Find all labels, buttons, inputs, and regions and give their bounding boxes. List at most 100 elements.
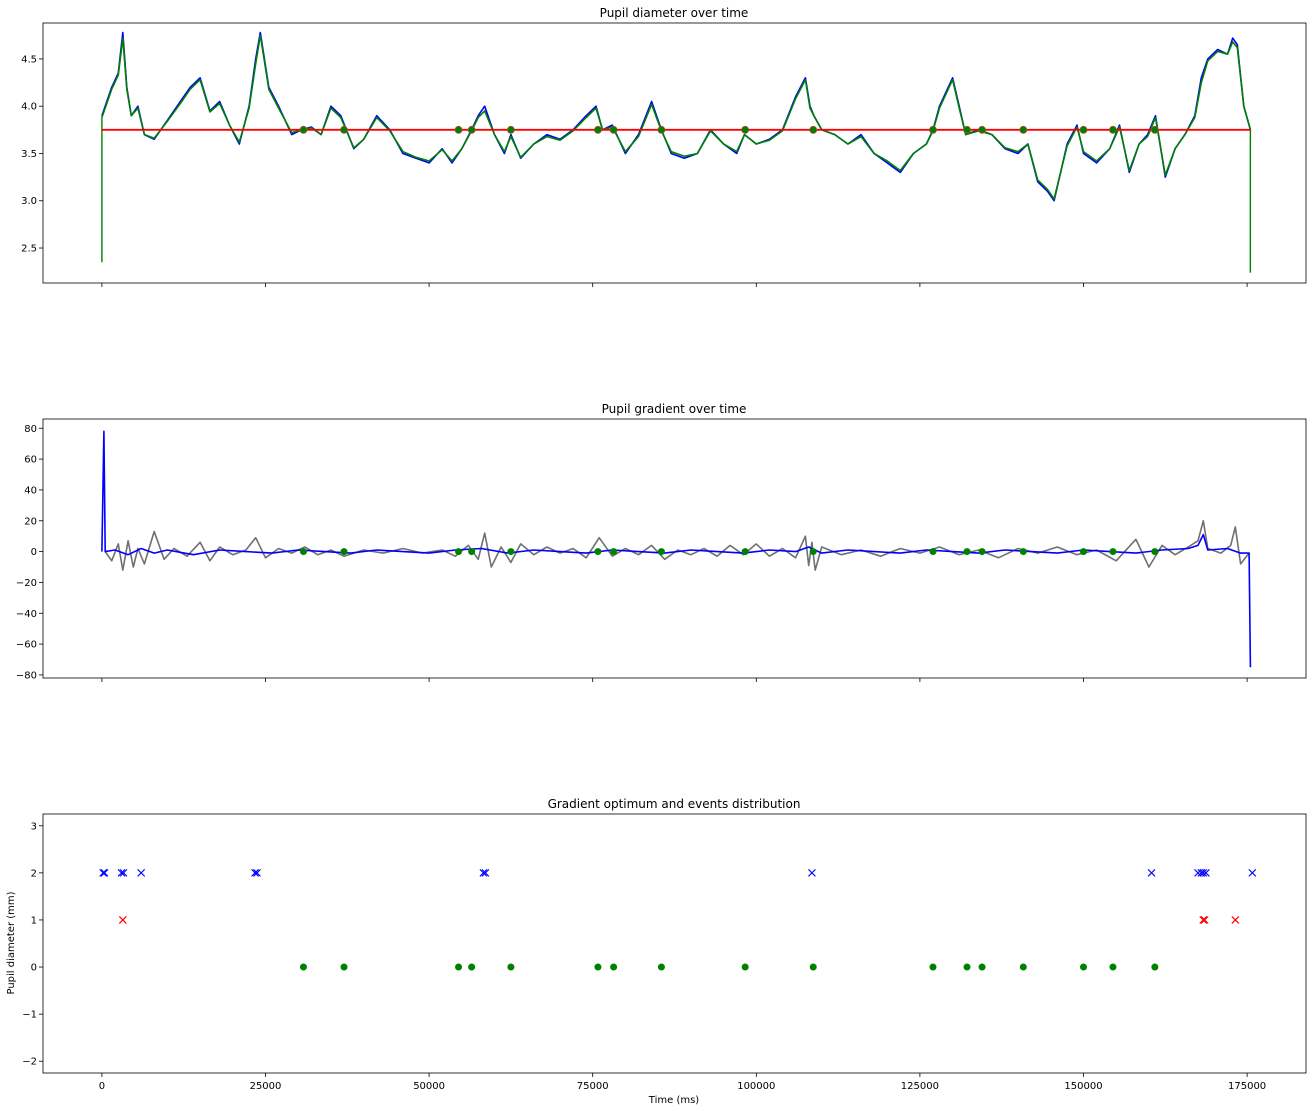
panel-events-distribution: Gradient optimum and events distribution… [6, 797, 1307, 1106]
optimum-point [506, 125, 515, 134]
y-tick-label: 4.0 [21, 102, 37, 113]
optimum-point [657, 125, 666, 134]
scatter-point-x [253, 868, 261, 877]
series-line-smoothed-gradient [101, 430, 1252, 668]
scatter-point-dot [594, 963, 602, 971]
series-line-raw [101, 31, 1252, 202]
optimum-point [594, 548, 602, 556]
scatter-point-dot [468, 963, 476, 971]
axes-frame-2 [42, 418, 1307, 679]
panel-pupil-gradient: Pupil gradient over time −80 −60 −40 −20 0 20… [16, 402, 1307, 682]
scatter-point-dot [963, 963, 971, 971]
optimum-point [963, 548, 971, 556]
x-tick-label: 125000 [901, 1081, 939, 1092]
scatter-point-x [1231, 916, 1240, 924]
scatter-point-x [1201, 868, 1210, 877]
panel-pupil-diameter: Pupil diameter over time 2.5 3.0 3.5 4.0 4.5 [21, 6, 1307, 287]
scatter-point-dot [929, 963, 937, 971]
scatter-point-x [808, 868, 816, 877]
optimum-point [455, 548, 463, 556]
x-tick-label: 25000 [250, 1081, 282, 1092]
scatter-point-x [100, 868, 109, 877]
y-tick-label: 1 [31, 915, 37, 926]
scatter-point-x [117, 868, 126, 877]
optimum-point [1151, 548, 1159, 556]
y-tick-label: −60 [16, 640, 37, 651]
y-tick-label: −40 [16, 609, 37, 620]
y-tick-label: −80 [16, 670, 37, 681]
scatter-point-dot [1109, 963, 1117, 971]
optimum-point [299, 548, 307, 556]
y-tick-label: 0 [31, 547, 37, 558]
scatter-point-dot [340, 963, 348, 971]
optimum-point [929, 125, 937, 134]
scatter-point-x [479, 868, 488, 877]
y-tick-label: −20 [16, 578, 37, 589]
y-tick-label: 3.5 [21, 149, 37, 160]
scatter-point-dot [657, 963, 665, 971]
x-tick-label: 75000 [577, 1081, 609, 1092]
scatter-point-dot [1019, 963, 1027, 971]
series-line-smoothed [101, 34, 1252, 200]
optimum-point [1109, 125, 1117, 134]
optimum-point [299, 125, 308, 134]
y-tick-label: −2 [22, 1057, 37, 1068]
chart-title-1: Pupil diameter over time [600, 6, 749, 20]
scatter-point-x [251, 868, 259, 877]
optimum-point [809, 125, 818, 134]
scatter-point-dot [299, 963, 307, 971]
scatter-point-dot [1080, 963, 1088, 971]
y-tick-label: 80 [24, 424, 37, 435]
optimum-point [809, 548, 817, 556]
optimum-point [1019, 548, 1027, 556]
scatter-point-x [1199, 916, 1208, 924]
optimum-point [340, 548, 348, 556]
optimum-point [610, 548, 618, 556]
optimum-point [507, 548, 515, 556]
scatter-point-dot [978, 963, 986, 971]
x-tick-label: 100000 [737, 1081, 775, 1092]
scatter-point-dot [809, 963, 817, 971]
scatter-point-x [1147, 868, 1156, 877]
scatter-point-dot [507, 963, 515, 971]
scatter-point-dot [741, 963, 749, 971]
y-tick-label: 3.0 [21, 196, 37, 207]
optimum-point [741, 125, 750, 134]
x-tick-label: 0 [99, 1081, 105, 1092]
y-tick-label: 40 [24, 485, 37, 496]
optimum-point [657, 548, 665, 556]
optimum-point [609, 125, 618, 134]
optimum-point [1109, 548, 1117, 556]
scatter-point-x [137, 868, 146, 877]
optimum-point [1080, 548, 1088, 556]
scatter-point-x [1199, 868, 1208, 877]
optimum-point [1019, 125, 1028, 134]
scatter-point-dot [455, 963, 463, 971]
axes-frame-1 [42, 22, 1307, 284]
y-tick-label: 20 [24, 516, 37, 527]
y-tick-label: −1 [22, 1010, 37, 1021]
scatter-point-x [1248, 868, 1257, 877]
axes-frame-3 [42, 813, 1307, 1074]
y-tick-label: 3 [31, 821, 37, 832]
scatter-point-x [481, 868, 490, 877]
y-tick-label: 4.5 [21, 54, 37, 65]
optimum-point [1079, 125, 1088, 134]
scatter-point-x [1200, 916, 1209, 924]
chart-title-3: Gradient optimum and events distribution [548, 797, 801, 811]
optimum-point [340, 125, 348, 134]
y-tick-label: 2 [31, 868, 37, 879]
scatter-point-dot [1151, 963, 1159, 971]
optimum-point [978, 125, 986, 134]
x-tick-label: 50000 [413, 1081, 445, 1092]
x-tick-label: 150000 [1064, 1081, 1102, 1092]
chart-title-2: Pupil gradient over time [602, 402, 747, 416]
optimum-point [454, 125, 463, 134]
y-tick-label: 0 [31, 963, 37, 974]
optimum-point [929, 548, 937, 556]
y-tick-label: 2.5 [21, 244, 37, 255]
optimum-point [963, 125, 971, 134]
optimum-point [741, 548, 749, 556]
optimum-point [594, 125, 602, 134]
